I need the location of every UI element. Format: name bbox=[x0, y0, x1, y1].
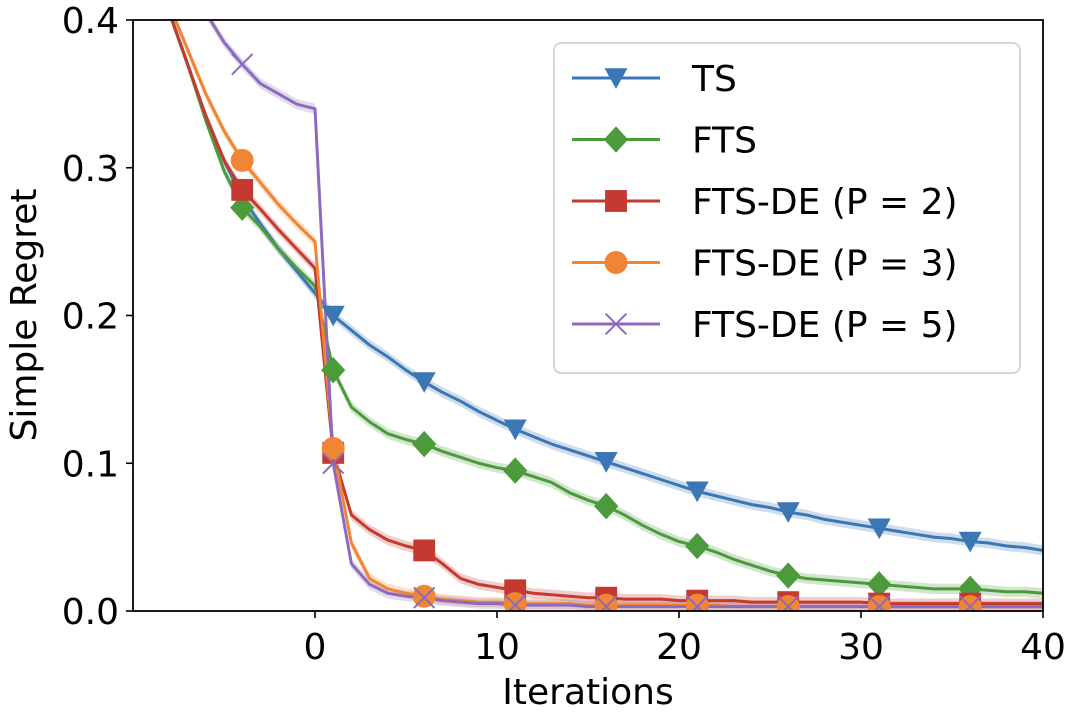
data-point bbox=[685, 481, 709, 503]
data-point bbox=[594, 451, 618, 473]
data-point bbox=[503, 457, 528, 484]
data-point bbox=[412, 430, 437, 458]
legend-marker bbox=[604, 68, 628, 89]
x-tick-label: 10 bbox=[474, 627, 520, 668]
legend-box bbox=[553, 42, 1021, 374]
data-point bbox=[958, 531, 982, 553]
data-point bbox=[322, 452, 345, 475]
data-point bbox=[867, 518, 891, 540]
data-point bbox=[594, 492, 619, 520]
legend-label: FTS bbox=[692, 121, 757, 162]
y-tick-label: 0.4 bbox=[62, 1, 119, 42]
data-point bbox=[959, 595, 982, 611]
x-axis-label: Iterations bbox=[502, 672, 673, 713]
x-tick-label: 40 bbox=[1020, 627, 1065, 668]
y-tick-label: 0.1 bbox=[62, 444, 119, 485]
data-point bbox=[504, 594, 527, 611]
y-tick-label: 0.0 bbox=[62, 592, 119, 633]
x-tick-label: 20 bbox=[656, 627, 702, 668]
x-axis-ticks: 0 10 20 30 40 bbox=[304, 611, 1065, 668]
legend-marker bbox=[603, 126, 629, 153]
data-point bbox=[685, 532, 710, 560]
series-markers bbox=[230, 53, 983, 611]
data-point bbox=[230, 194, 255, 221]
legend-marker bbox=[604, 312, 628, 336]
data-point bbox=[321, 305, 345, 327]
data-point bbox=[230, 148, 254, 172]
data-point bbox=[958, 575, 983, 603]
data-point bbox=[776, 595, 800, 611]
data-point bbox=[503, 419, 527, 441]
legend-label: FTS-DE (P = 5) bbox=[692, 305, 958, 346]
y-axis-label: Simple Regret bbox=[4, 188, 45, 441]
data-point bbox=[412, 584, 436, 608]
data-point bbox=[868, 595, 891, 611]
legend-label: FTS-DE (P = 2) bbox=[692, 182, 958, 223]
x-tick-label: 30 bbox=[838, 627, 884, 668]
y-tick-label: 0.2 bbox=[62, 297, 119, 338]
legend-marker bbox=[605, 190, 627, 212]
data-point bbox=[503, 592, 527, 611]
data-point bbox=[777, 595, 800, 611]
x-tick-label: 0 bbox=[304, 627, 327, 668]
y-axis-ticks: 0.0 0.1 0.2 0.3 0.4 bbox=[62, 1, 133, 633]
y-tick-label: 0.3 bbox=[62, 149, 119, 190]
data-point bbox=[867, 595, 891, 611]
data-point bbox=[413, 539, 436, 562]
data-point bbox=[321, 436, 345, 460]
data-point bbox=[686, 595, 709, 611]
data-point bbox=[776, 562, 801, 589]
legend-label: FTS-DE (P = 3) bbox=[692, 244, 958, 285]
data-point bbox=[776, 502, 800, 523]
data-point bbox=[595, 595, 618, 611]
data-point bbox=[867, 571, 892, 598]
series-line bbox=[208, 20, 1043, 609]
data-point bbox=[231, 53, 254, 76]
data-point bbox=[685, 593, 709, 611]
data-point bbox=[594, 593, 618, 611]
data-point bbox=[412, 372, 436, 393]
legend-marker bbox=[604, 251, 628, 274]
legend: TS FTS FTS-DE (P = 2) FTS-DE (P = 3) FTS-DE … bbox=[553, 42, 1021, 374]
data-point bbox=[231, 178, 254, 201]
legend-label: TS bbox=[691, 59, 737, 100]
data-point bbox=[958, 595, 982, 611]
data-point bbox=[321, 356, 346, 384]
data-point bbox=[413, 586, 436, 609]
